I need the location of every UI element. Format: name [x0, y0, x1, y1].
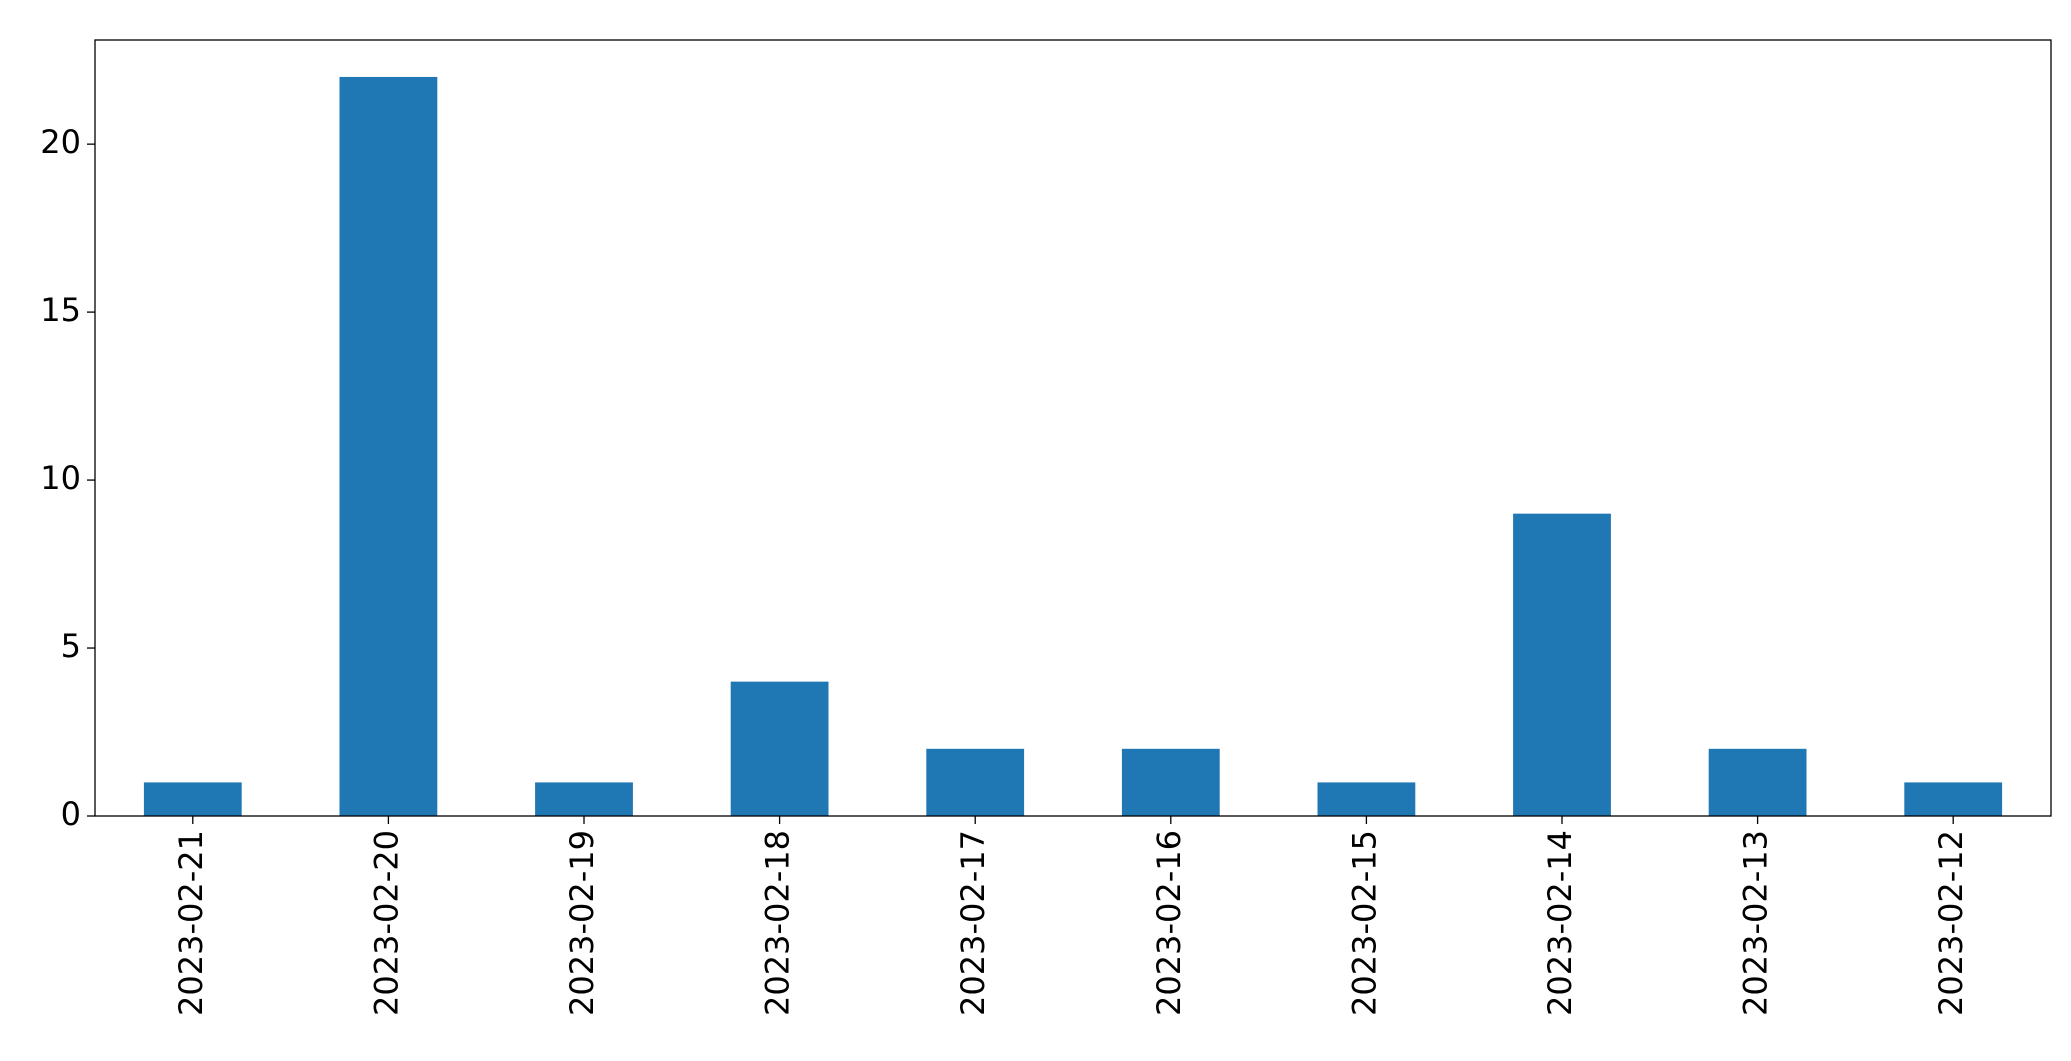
y-tick-label: 15 — [40, 291, 81, 329]
x-tick-label: 2023-02-13 — [1737, 830, 1775, 1016]
x-tick-label: 2023-02-16 — [1150, 830, 1188, 1016]
y-tick-label: 10 — [40, 459, 81, 497]
x-tick-label: 2023-02-14 — [1541, 830, 1579, 1016]
x-tick-label: 2023-02-15 — [1345, 830, 1383, 1016]
bar — [730, 681, 829, 816]
bar — [1708, 748, 1807, 816]
y-tick-label: 5 — [61, 627, 81, 665]
bar — [926, 748, 1025, 816]
plot-frame — [94, 39, 2052, 817]
bar — [143, 782, 242, 816]
y-tick-label: 0 — [61, 795, 81, 833]
y-tick-label: 20 — [40, 123, 81, 161]
x-tick-label: 2023-02-12 — [1932, 830, 1970, 1016]
x-tick-label: 2023-02-17 — [954, 830, 992, 1016]
x-tick-label: 2023-02-18 — [759, 830, 797, 1016]
x-tick-label: 2023-02-21 — [172, 830, 210, 1016]
bar — [1317, 782, 1416, 816]
x-tick-label: 2023-02-19 — [563, 830, 601, 1016]
x-tick-label: 2023-02-20 — [367, 830, 405, 1016]
bar — [535, 782, 633, 816]
bar — [1904, 782, 2003, 816]
bar — [339, 76, 438, 816]
bar — [1121, 748, 1220, 816]
bar — [1513, 513, 1611, 816]
